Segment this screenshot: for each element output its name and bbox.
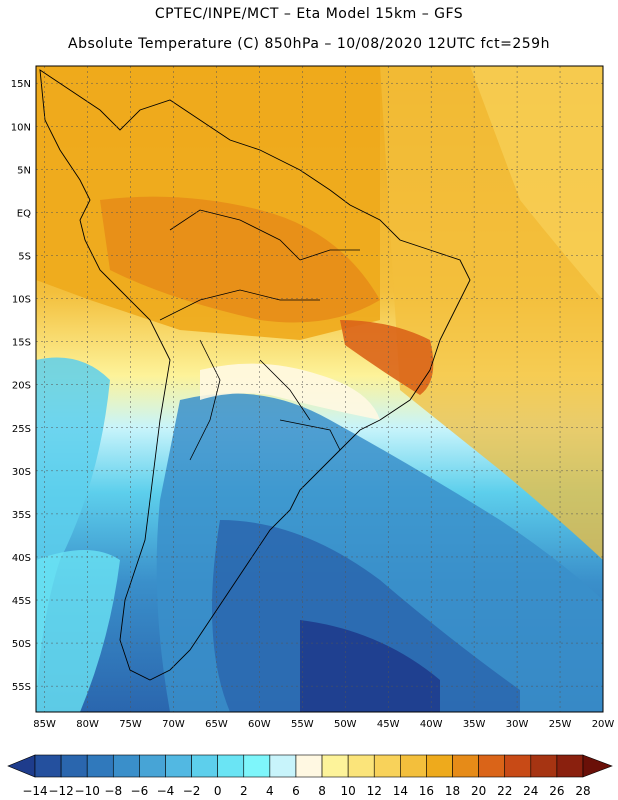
colorbar-box: [139, 754, 166, 778]
lon-tick-label: 60W: [248, 719, 271, 730]
lon-tick-label: 35W: [463, 719, 486, 730]
colorbar-tick-label: 18: [445, 784, 460, 798]
colorbar-max-arrow: [582, 754, 613, 778]
colorbar-tick-label: 8: [318, 784, 326, 798]
colorbar-box: [191, 754, 218, 778]
colorbar-box: [34, 754, 62, 778]
lat-tick-label: 5N: [17, 165, 31, 176]
lon-tick-label: 55W: [291, 719, 314, 730]
lat-tick-label: 55S: [12, 682, 31, 693]
colorbar-tick-label: 16: [419, 784, 434, 798]
colorbar-tick-label: −8: [104, 784, 122, 798]
country-borders: [159, 209, 360, 461]
colorbar-tick-label: −2: [183, 784, 201, 798]
colorbar-box: [478, 754, 506, 778]
colorbar-box: [426, 754, 453, 778]
lat-tick-label: 30S: [12, 467, 31, 478]
colorbar-box: [86, 754, 114, 778]
colorbar-box: [60, 754, 88, 778]
lon-tick-label: 50W: [334, 719, 357, 730]
lat-tick-label: 20S: [12, 381, 31, 392]
lat-tick-label: 5S: [18, 251, 31, 262]
lat-tick-label: 10N: [11, 122, 31, 133]
map-title-line2: Absolute Temperature (C) 850hPa – 10/08/…: [68, 36, 550, 52]
colorbar-tick-label: 24: [523, 784, 538, 798]
lon-tick-label: 45W: [377, 719, 400, 730]
colorbar-tick-label: −14: [22, 784, 47, 798]
colorbar-box: [347, 754, 375, 778]
colorbar-labels: −14 −12 −10 −8 −6 −4 −2 0 2 4 6 8 10 12 14 16 18 20 22 24 26…: [22, 784, 590, 798]
lon-tick-label: 40W: [420, 719, 443, 730]
lon-tick-label: 30W: [506, 719, 529, 730]
lat-tick-label: EQ: [17, 208, 31, 219]
colorbar-box: [452, 754, 479, 778]
temperature-field: [36, 66, 603, 712]
colorbar-tick-label: −4: [157, 784, 175, 798]
colorbar-box: [112, 754, 140, 778]
colorbar-box: [504, 754, 532, 778]
lon-tick-label: 25W: [549, 719, 572, 730]
colorbar-tick-label: −6: [131, 784, 149, 798]
lat-tick-label: 25S: [12, 424, 31, 435]
lat-tick-label: 15N: [11, 79, 31, 90]
lat-tick-label: 35S: [12, 510, 31, 521]
colorbar-tick-label: 20: [471, 784, 486, 798]
map-frame: [35, 65, 604, 713]
colorbar-tick-label: −12: [48, 784, 73, 798]
colorbar-box: [295, 754, 323, 778]
colorbar-box: [269, 754, 297, 778]
colorbar-tick-label: 2: [240, 784, 248, 798]
colorbar-tick-label: 28: [575, 784, 590, 798]
colorbar-box: [373, 754, 401, 778]
lon-tick-label: 85W: [33, 719, 56, 730]
coastline: [39, 69, 471, 681]
colorbar-tick-label: 22: [497, 784, 512, 798]
lat-tick-label: 50S: [12, 639, 31, 650]
colorbar-tick-label: 0: [214, 784, 222, 798]
lat-tick-label: 45S: [12, 596, 31, 607]
map-title-line1: CPTEC/INPE/MCT – Eta Model 15km – GFS: [154, 6, 464, 22]
colorbar-box: [321, 754, 349, 778]
colorbar-tick-label: 26: [549, 784, 564, 798]
colorbar: [7, 754, 613, 778]
colorbar-tick-label: 4: [266, 784, 274, 798]
colorbar-box: [217, 754, 245, 778]
lat-tick-label: 40S: [12, 553, 31, 564]
colorbar-box: [165, 754, 192, 778]
colorbar-box: [530, 754, 558, 778]
lon-tick-label: 80W: [76, 719, 99, 730]
lon-tick-label: 75W: [119, 719, 142, 730]
colorbar-tick-label: 10: [341, 784, 356, 798]
lon-tick-label: 70W: [162, 719, 185, 730]
colorbar-tick-label: 12: [367, 784, 382, 798]
colorbar-box: [400, 754, 427, 778]
colorbar-box: [556, 754, 584, 778]
colorbar-tick-label: 14: [393, 784, 408, 798]
longitude-labels: 85W 80W 75W 70W 65W 60W 55W 50W 45W 40W 35W 30W 25W 2…: [33, 719, 614, 730]
lon-tick-label: 65W: [205, 719, 228, 730]
lat-tick-label: 10S: [12, 295, 31, 306]
colorbar-box: [243, 754, 271, 778]
lat-tick-label: 15S: [12, 338, 31, 349]
colorbar-tick-label: 6: [292, 784, 300, 798]
latitude-labels: 15N 10N 5N EQ 5S 10S 15S 20S 25S 30S 35S 40S 45S 50S 5…: [11, 79, 31, 693]
colorbar-tick-label: −10: [75, 784, 100, 798]
lon-tick-label: 20W: [592, 719, 615, 730]
colorbar-min-arrow: [7, 754, 36, 778]
